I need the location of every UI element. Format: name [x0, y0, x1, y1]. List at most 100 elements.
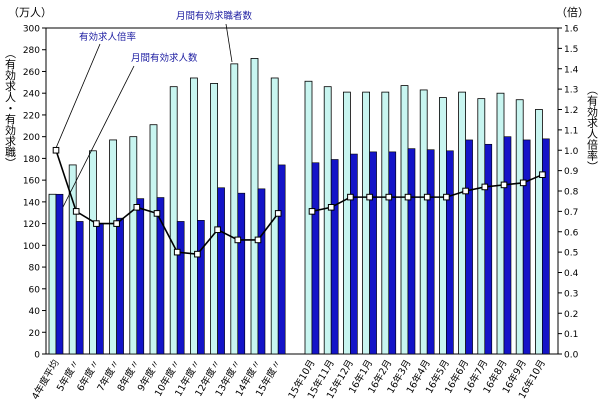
ratio-marker: [93, 220, 100, 227]
x-tick-label: 4年度平均: [29, 358, 61, 402]
y-left-tick-label: 60: [29, 285, 41, 295]
y-right-tick-label: 0.7: [564, 208, 578, 218]
y-left-tick-label: 240: [23, 90, 40, 100]
bar-openings: [217, 187, 225, 355]
ratio-marker: [423, 193, 431, 201]
ratio-marker: [274, 210, 282, 217]
y-right-tick-label: 0.6: [564, 228, 579, 238]
y-right-tick-label: 0.4: [564, 269, 579, 279]
bar-seekers: [304, 80, 313, 355]
y-left-label: （有効求人・有効求職）: [4, 48, 17, 169]
ratio-marker: [153, 210, 161, 217]
y-left-unit: （万人）: [8, 6, 52, 19]
y-right-tick-label: 1.6: [564, 25, 579, 35]
bar-seekers: [129, 136, 138, 355]
y-left-tick-label: 280: [23, 46, 40, 56]
bar-openings: [503, 136, 512, 355]
ratio-marker: [133, 204, 141, 211]
y-right-tick-label: 0.3: [564, 289, 578, 299]
y-right-unit: （倍）: [556, 5, 589, 19]
y-left-tick-label: 260: [23, 68, 40, 78]
bar-seekers: [400, 85, 409, 355]
bar-seekers: [477, 98, 486, 355]
annotation-leader: [62, 65, 135, 208]
bar-openings: [484, 143, 493, 355]
bar-openings: [542, 138, 550, 355]
y-left-tick-label: 20: [29, 329, 41, 339]
bar-seekers: [230, 63, 239, 355]
bar-seekers: [419, 89, 428, 355]
ratio-marker: [173, 248, 181, 256]
annotation-leader: [225, 23, 233, 63]
bar-seekers: [381, 91, 390, 355]
y-right-tick-label: 1.1: [564, 126, 578, 136]
y-left-tick-label: 80: [29, 264, 41, 274]
y-right-tick-label: 0.0: [564, 351, 579, 361]
bar-openings: [330, 159, 339, 355]
y-left-tick-label: 300: [23, 25, 40, 35]
y-right-tick-label: 0.5: [564, 249, 578, 259]
bar-openings: [136, 198, 145, 355]
y-left-tick-label: 40: [29, 307, 41, 317]
bar-seekers: [250, 58, 259, 355]
bar-openings: [388, 151, 397, 355]
y-right-tick-label: 0.8: [564, 188, 579, 198]
ratio-marker: [327, 204, 335, 211]
bar-seekers: [89, 150, 97, 355]
y-right-tick-label: 1.2: [564, 106, 578, 116]
bar-seekers: [109, 139, 117, 355]
ratio-marker: [443, 193, 450, 201]
ratio-marker: [234, 236, 242, 244]
y-right-tick-label: 1.4: [564, 65, 579, 75]
ratio-marker: [404, 193, 412, 201]
bar-openings: [197, 220, 205, 355]
bar-openings: [407, 148, 416, 355]
bar-seekers: [149, 124, 158, 355]
annotation-leader: [55, 43, 101, 149]
y-left-tick-label: 160: [23, 177, 40, 187]
ratio-marker: [519, 179, 527, 187]
y-left-tick-label: 0: [34, 351, 40, 361]
y-right-tick-label: 0.2: [564, 310, 578, 320]
bar-openings: [96, 223, 104, 355]
y-left-tick-label: 100: [23, 242, 40, 252]
bar-openings: [237, 192, 246, 355]
y-left-tick-label: 180: [23, 155, 40, 165]
bar-seekers: [362, 91, 371, 355]
ratio-marker: [308, 208, 316, 215]
bar-seekers: [458, 91, 467, 355]
ratio-marker: [254, 236, 262, 244]
bar-openings: [116, 217, 124, 355]
ratio-marker: [500, 181, 508, 189]
ratio-marker: [481, 183, 489, 191]
ratio-line: [55, 149, 279, 256]
y-left-tick-label: 200: [23, 133, 40, 143]
bar-openings: [156, 197, 165, 355]
y-right-tick-label: 1.5: [564, 45, 578, 55]
bar-openings: [522, 139, 531, 355]
bar-openings: [75, 221, 84, 355]
ratio-marker: [113, 220, 120, 227]
y-right-tick-label: 0.1: [564, 330, 578, 340]
bar-seekers: [515, 99, 524, 355]
bar-openings: [176, 221, 185, 355]
bar-openings: [277, 164, 286, 355]
bar-openings: [446, 150, 454, 355]
bar-seekers: [342, 91, 351, 355]
ratio-marker: [72, 208, 80, 215]
bar-seekers: [48, 193, 57, 355]
ratio-marker: [366, 193, 373, 201]
ratio-marker: [214, 226, 221, 234]
y-right-tick-label: 1.0: [564, 147, 579, 157]
bar-openings: [311, 162, 320, 355]
bar-seekers: [535, 109, 543, 355]
bar-openings: [426, 149, 435, 355]
y-left-tick-label: 120: [23, 220, 40, 230]
bar-seekers: [323, 86, 332, 355]
ratio-marker: [539, 171, 546, 178]
series-annotation: 月間有効求職者数: [176, 10, 253, 22]
series-annotation: 月間有効求人数: [131, 52, 198, 64]
ratio-marker: [462, 187, 469, 195]
ratio-marker: [52, 146, 60, 154]
